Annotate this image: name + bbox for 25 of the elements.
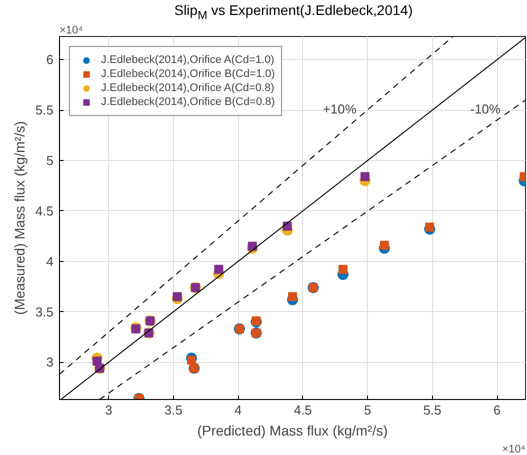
chart-title: Slip$_{M}$ vs Experiment(J.Edlebeck,2014) [173, 1, 414, 24]
x-tick-label: 3 [105, 402, 112, 418]
y-tick-label: 5 [46, 153, 54, 168]
y-tick-label: 4 [46, 254, 54, 269]
x-axis-title: (Predicted) Mass flux (kg/m²/s) [197, 422, 388, 438]
legend-label: J.Edlebeck(2014),Orifice B(Cd=0.8) [101, 95, 275, 109]
y-tick-label: 4.5 [35, 203, 54, 218]
x-tick-label: 5 [364, 402, 372, 418]
legend-label: J.Edlebeck(2014),Orifice A(Cd=1.0) [101, 53, 274, 67]
legend-label: J.Edlebeck(2014),Orifice B(Cd=1.0) [101, 67, 275, 81]
x-tick-label: 6 [493, 402, 501, 418]
x-tick-label: 5.5 [423, 402, 442, 418]
y-tick-label: 3.5 [35, 304, 54, 320]
legend-label: J.Edlebeck(2014),Orifice A(Cd=0.8) [101, 81, 274, 95]
y-tick-label: 3 [46, 354, 54, 370]
annotation: ×10⁴ [60, 24, 84, 36]
x-tick-label: 3.5 [164, 402, 182, 418]
y-tick-label: 5.5 [35, 102, 54, 118]
series-label: +10% [322, 102, 357, 117]
series-label: -10% [470, 102, 502, 117]
y-axis-title: (Measured) Mass flux (kg/m²/s) [11, 121, 28, 315]
y-tick-label: 6 [46, 52, 54, 68]
x-tick-label: 4 [234, 402, 242, 418]
x-tick-label: 4.5 [294, 402, 312, 418]
text: ×10⁴ [502, 444, 526, 455]
